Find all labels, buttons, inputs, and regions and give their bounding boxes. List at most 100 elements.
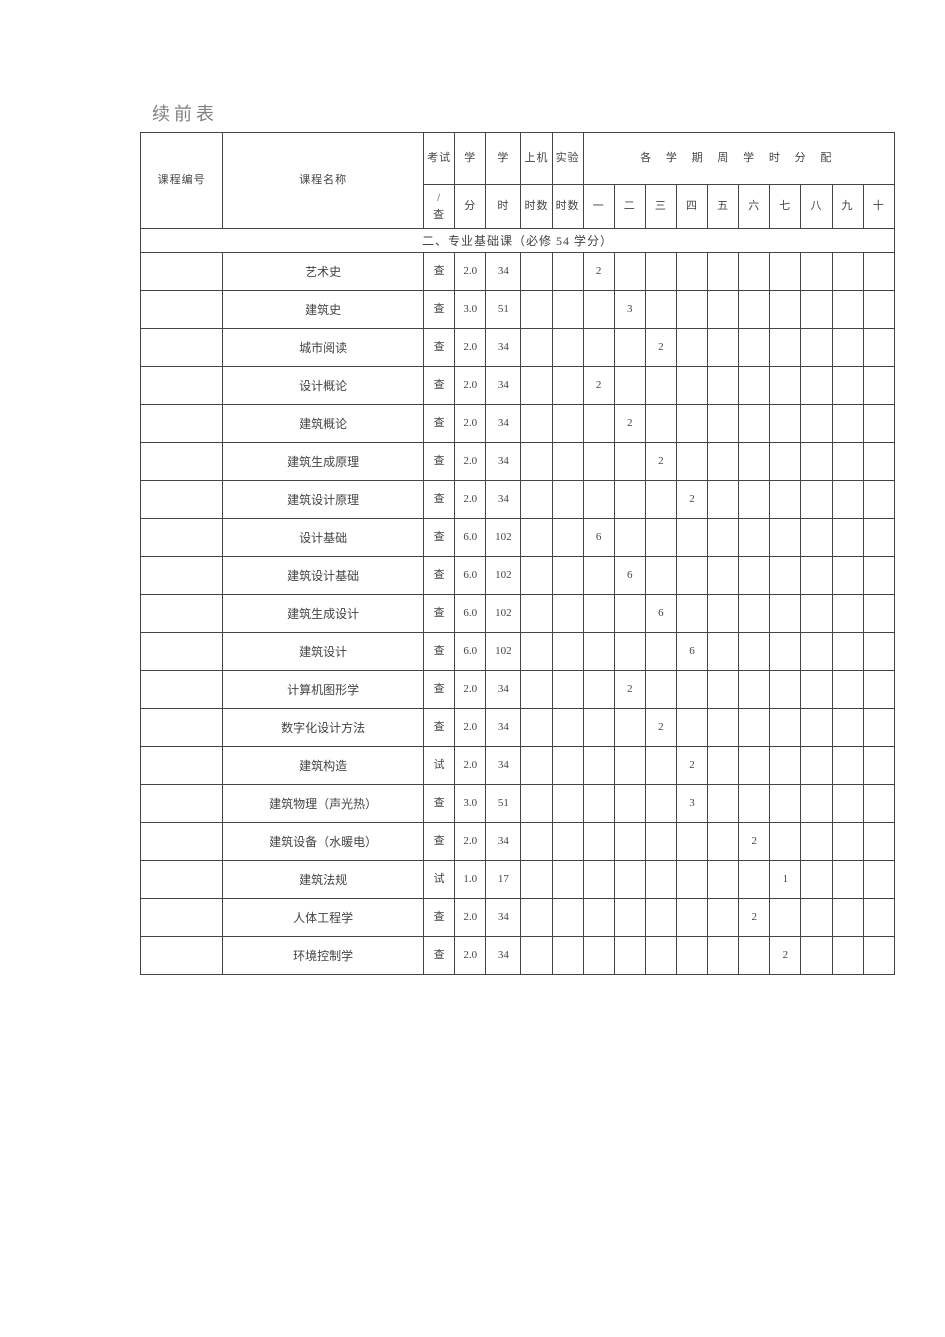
table-row: 数字化设计方法查2.0342	[141, 709, 895, 747]
lab-cell	[552, 519, 583, 557]
sem-9-cell	[832, 709, 863, 747]
credit-cell: 2.0	[455, 481, 486, 519]
sem-7-cell: 2	[770, 937, 801, 975]
sem-9-cell	[832, 253, 863, 291]
lab-cell	[552, 291, 583, 329]
sem-10-cell	[863, 861, 894, 899]
lab-cell	[552, 747, 583, 785]
lab-cell	[552, 557, 583, 595]
sem-8-cell	[801, 633, 832, 671]
hours-cell: 34	[486, 481, 521, 519]
sem-3-cell	[645, 367, 676, 405]
table-row: 人体工程学查2.0342	[141, 899, 895, 937]
sem-10-cell	[863, 443, 894, 481]
sem-7-cell	[770, 671, 801, 709]
sem-7-cell	[770, 443, 801, 481]
hours-cell: 102	[486, 595, 521, 633]
sem-8-cell	[801, 937, 832, 975]
hours-cell: 17	[486, 861, 521, 899]
exam-cell: 查	[424, 557, 455, 595]
course-code-cell	[141, 937, 223, 975]
machine-cell	[521, 595, 552, 633]
sem-9-cell	[832, 557, 863, 595]
machine-cell	[521, 823, 552, 861]
hdr-sem-5: 五	[708, 185, 739, 229]
sem-10-cell	[863, 899, 894, 937]
course-name-cell: 建筑设计原理	[223, 481, 424, 519]
sem-4-cell	[676, 899, 707, 937]
sem-1-cell: 2	[583, 367, 614, 405]
sem-7-cell	[770, 291, 801, 329]
section-title-row: 二、专业基础课（必修 54 学分）	[141, 229, 895, 253]
hours-cell: 34	[486, 329, 521, 367]
sem-5-cell	[708, 671, 739, 709]
sem-1-cell	[583, 291, 614, 329]
sem-5-cell	[708, 443, 739, 481]
lab-cell	[552, 785, 583, 823]
exam-cell: 查	[424, 709, 455, 747]
course-code-cell	[141, 481, 223, 519]
sem-6-cell	[739, 329, 770, 367]
sem-4-cell	[676, 671, 707, 709]
sem-5-cell	[708, 481, 739, 519]
sem-8-cell	[801, 443, 832, 481]
table-row: 建筑生成原理查2.0342	[141, 443, 895, 481]
sem-3-cell	[645, 747, 676, 785]
sem-2-cell	[614, 785, 645, 823]
sem-9-cell	[832, 633, 863, 671]
sem-4-cell: 6	[676, 633, 707, 671]
lab-cell	[552, 937, 583, 975]
credit-cell: 3.0	[455, 785, 486, 823]
sem-6-cell	[739, 671, 770, 709]
hdr-credit-top: 学	[455, 133, 486, 185]
hdr-credit-bot: 分	[455, 185, 486, 229]
course-code-cell	[141, 671, 223, 709]
hdr-lab-bot: 时数	[552, 185, 583, 229]
course-code-cell	[141, 595, 223, 633]
hdr-course-name: 课程名称	[223, 133, 424, 229]
sem-4-cell: 3	[676, 785, 707, 823]
table-row: 建筑设计原理查2.0342	[141, 481, 895, 519]
hdr-lab-top: 实验	[552, 133, 583, 185]
sem-2-cell	[614, 595, 645, 633]
sem-2-cell	[614, 253, 645, 291]
sem-8-cell	[801, 709, 832, 747]
sem-6-cell	[739, 519, 770, 557]
machine-cell	[521, 785, 552, 823]
credit-cell: 2.0	[455, 899, 486, 937]
sem-7-cell	[770, 481, 801, 519]
table-row: 设计概论查2.0342	[141, 367, 895, 405]
sem-6-cell	[739, 443, 770, 481]
lab-cell	[552, 253, 583, 291]
hours-cell: 34	[486, 823, 521, 861]
sem-8-cell	[801, 823, 832, 861]
sem-6-cell	[739, 367, 770, 405]
exam-cell: 查	[424, 785, 455, 823]
sem-9-cell	[832, 291, 863, 329]
sem-1-cell	[583, 633, 614, 671]
sem-1-cell	[583, 709, 614, 747]
hours-cell: 34	[486, 937, 521, 975]
course-name-cell: 数字化设计方法	[223, 709, 424, 747]
sem-9-cell	[832, 823, 863, 861]
sem-10-cell	[863, 253, 894, 291]
hours-cell: 102	[486, 519, 521, 557]
sem-2-cell	[614, 519, 645, 557]
credit-cell: 2.0	[455, 405, 486, 443]
machine-cell	[521, 709, 552, 747]
sem-4-cell	[676, 595, 707, 633]
sem-7-cell	[770, 329, 801, 367]
sem-7-cell	[770, 747, 801, 785]
sem-2-cell: 2	[614, 671, 645, 709]
course-name-cell: 建筑生成原理	[223, 443, 424, 481]
credit-cell: 2.0	[455, 253, 486, 291]
machine-cell	[521, 481, 552, 519]
hours-cell: 34	[486, 709, 521, 747]
sem-5-cell	[708, 519, 739, 557]
hdr-sem-2: 二	[614, 185, 645, 229]
sem-7-cell	[770, 519, 801, 557]
sem-8-cell	[801, 253, 832, 291]
sem-3-cell: 6	[645, 595, 676, 633]
course-table: 课程编号 课程名称 考试 学 学 上机 实验 各 学 期 周 学 时 分 配 /…	[140, 132, 895, 975]
sem-3-cell	[645, 861, 676, 899]
